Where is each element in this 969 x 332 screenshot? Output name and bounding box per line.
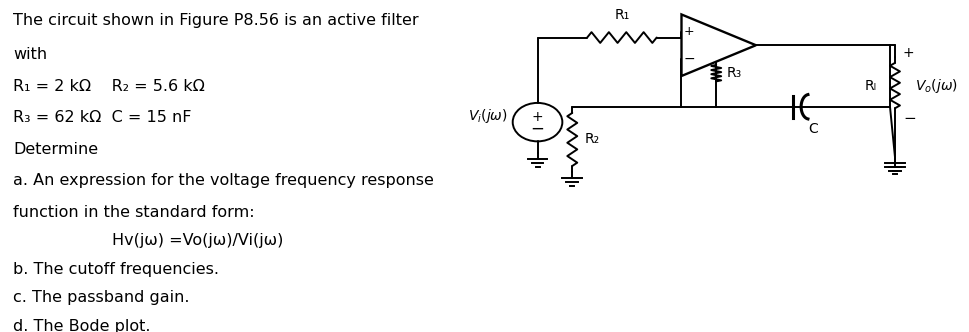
Text: $V_o(j\omega)$: $V_o(j\omega)$ bbox=[914, 77, 956, 95]
Text: $V_i(j\omega)$: $V_i(j\omega)$ bbox=[468, 107, 507, 125]
Text: −: − bbox=[902, 111, 915, 126]
Text: R₁ = 2 kΩ    R₂ = 5.6 kΩ: R₁ = 2 kΩ R₂ = 5.6 kΩ bbox=[13, 79, 204, 94]
Text: The circuit shown in Figure P8.56 is an active filter: The circuit shown in Figure P8.56 is an … bbox=[13, 13, 419, 28]
Text: R₃: R₃ bbox=[726, 66, 740, 80]
Text: R₁: R₁ bbox=[613, 8, 629, 22]
Polygon shape bbox=[681, 15, 755, 76]
Text: a. An expression for the voltage frequency response: a. An expression for the voltage frequen… bbox=[13, 173, 433, 188]
Text: +: + bbox=[531, 110, 543, 124]
Text: d. The Bode plot.: d. The Bode plot. bbox=[13, 319, 150, 332]
Text: +: + bbox=[902, 46, 914, 60]
Text: Rₗ: Rₗ bbox=[864, 79, 876, 93]
Text: R₂: R₂ bbox=[583, 132, 599, 146]
Text: R₃ = 62 kΩ  C = 15 nF: R₃ = 62 kΩ C = 15 nF bbox=[13, 110, 191, 125]
Text: c. The passband gain.: c. The passband gain. bbox=[13, 290, 189, 305]
Text: Hv(jω) =Vo(jω)/Vi(jω): Hv(jω) =Vo(jω)/Vi(jω) bbox=[112, 233, 283, 248]
Text: −: − bbox=[530, 119, 544, 137]
Text: with: with bbox=[13, 47, 47, 62]
Text: +: + bbox=[683, 25, 694, 38]
Text: function in the standard form:: function in the standard form: bbox=[13, 205, 254, 219]
Text: b. The cutoff frequencies.: b. The cutoff frequencies. bbox=[13, 262, 219, 277]
Text: C: C bbox=[807, 122, 817, 136]
Text: Determine: Determine bbox=[13, 141, 98, 157]
Text: −: − bbox=[683, 52, 695, 66]
